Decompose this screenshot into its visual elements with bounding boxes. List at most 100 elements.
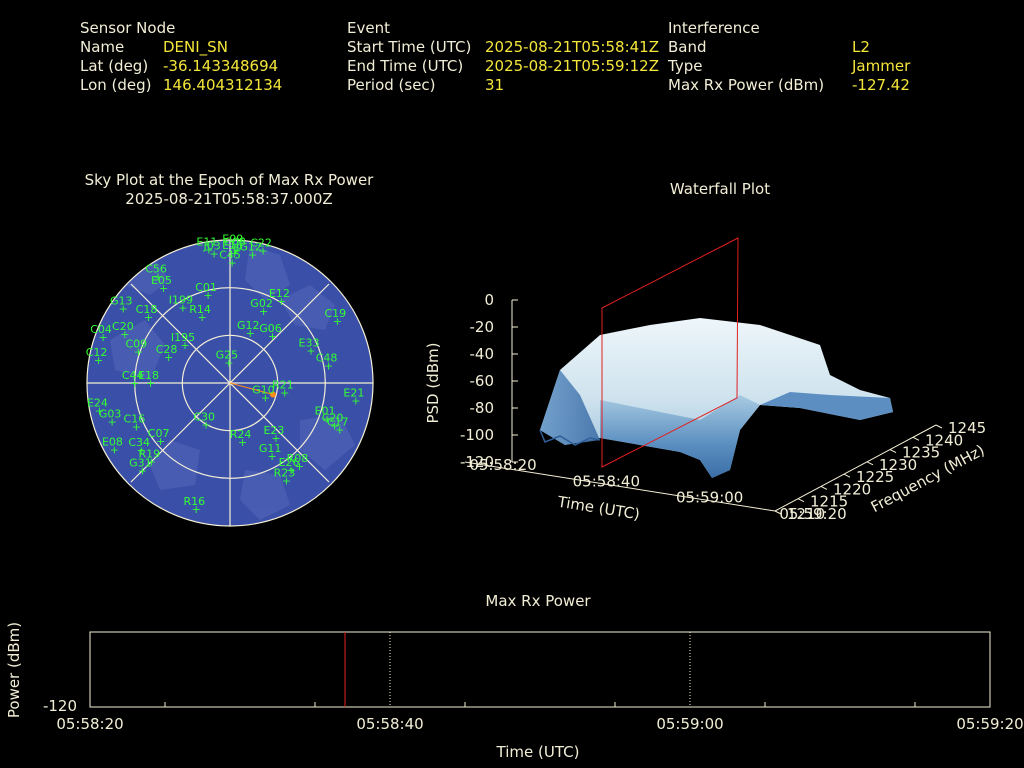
event-block: Event Start Time (UTC) 2025-08-21T05:58:4… bbox=[347, 19, 659, 95]
satellite-label: G31 bbox=[129, 457, 152, 470]
satellite-marker: + bbox=[271, 432, 280, 445]
satellite-marker: + bbox=[134, 345, 143, 358]
satellite-marker: + bbox=[333, 315, 342, 328]
interference-block: Interference Band L2 Type Jammer Max Rx Po… bbox=[668, 19, 910, 95]
satellite-r24: +R24 bbox=[230, 428, 252, 449]
satellite-marker: + bbox=[94, 354, 103, 367]
power-x-ticks: 05:58:20 05:58:40 05:59:00 05:59:20 bbox=[56, 715, 1023, 733]
satellite-r21: +R21 bbox=[272, 379, 294, 400]
interference-band-value: L2 bbox=[852, 38, 870, 56]
time-tick-label: 05:59:00 bbox=[676, 489, 743, 507]
satellite-marker: + bbox=[232, 244, 241, 257]
satellite-label: E16 bbox=[222, 239, 243, 252]
waterfall-zlabel: PSD (dBm) bbox=[424, 342, 442, 423]
satellite-label: R19 bbox=[139, 448, 161, 461]
satellite-g10: +G10 bbox=[252, 383, 275, 404]
interference-type-value: Jammer bbox=[852, 57, 911, 75]
satellite-marker: + bbox=[267, 450, 276, 463]
freq-tick-label: 1235 bbox=[902, 444, 940, 462]
satellite-marker: + bbox=[132, 421, 141, 434]
satellite-marker: + bbox=[144, 311, 153, 324]
satellite-marker: + bbox=[156, 435, 165, 448]
satellite-e23: +E23 bbox=[263, 424, 284, 445]
satellite-j03: +J03 bbox=[202, 240, 220, 261]
satellite-marker: + bbox=[197, 311, 206, 324]
sensor-lat-value: -36.143348694 bbox=[163, 57, 279, 75]
satellite-c09: +C09 bbox=[126, 337, 148, 358]
waterfall-axes bbox=[464, 300, 937, 512]
power-xlabel: Time (UTC) bbox=[496, 743, 580, 761]
satellite-c56: +C56 bbox=[145, 262, 167, 283]
satellite-marker: + bbox=[98, 331, 107, 344]
satellite-label: C16 bbox=[124, 413, 146, 426]
satellite-label: R23 bbox=[274, 467, 296, 480]
satellite-c07: +C07 bbox=[148, 427, 170, 448]
satellite-r14: +R14 bbox=[189, 303, 211, 324]
waterfall-z-ticks: 0 -20 -40 -60 -80 -100 -120 bbox=[460, 291, 518, 471]
satellite-marker: + bbox=[120, 328, 129, 341]
sky-plot-terrain bbox=[110, 245, 355, 520]
satellite-label: R24 bbox=[230, 428, 252, 441]
satellite-marker: + bbox=[203, 289, 212, 302]
satellite-marker: + bbox=[286, 464, 295, 477]
waterfall-ylabel: Frequency (MHz) bbox=[868, 441, 988, 516]
satellite-label: C09 bbox=[126, 337, 148, 350]
satellite-label: C17 bbox=[327, 416, 349, 429]
time-tick-label: 05:58:40 bbox=[573, 472, 640, 490]
satellite-g11: +G11 bbox=[259, 442, 282, 463]
event-end-value: 2025-08-21T05:59:12Z bbox=[485, 57, 659, 75]
satellite-marker: + bbox=[202, 418, 211, 431]
waterfall-title: Waterfall Plot bbox=[669, 180, 771, 198]
sky-plot-disk bbox=[87, 240, 373, 526]
satellite-e18: +E18 bbox=[138, 369, 159, 390]
sensor-name-value: DENI_SN bbox=[163, 38, 228, 56]
satellite-c44: +C44 bbox=[122, 369, 144, 390]
satellite-label: E01 bbox=[315, 404, 336, 417]
satellite-marker: + bbox=[130, 377, 139, 390]
satellite-i199: +I199 bbox=[169, 294, 193, 315]
satellite-label: J03 bbox=[202, 240, 220, 253]
power-y-tick: -120 bbox=[43, 697, 77, 715]
satellite-label: E09 bbox=[222, 232, 243, 245]
satellite-e33: +E33 bbox=[299, 336, 320, 357]
satellite-label: R08 bbox=[287, 452, 309, 465]
satellite-marker: + bbox=[192, 503, 201, 516]
z-tick-label: 0 bbox=[484, 291, 494, 309]
satellite-label: C08 bbox=[224, 236, 246, 249]
event-start-value: 2025-08-21T05:58:41Z bbox=[485, 38, 659, 56]
power-x-tick-label: 05:59:20 bbox=[956, 715, 1023, 733]
satellite-e05: +E05 bbox=[151, 274, 172, 295]
satellite-marker: + bbox=[159, 282, 168, 295]
waterfall-surface bbox=[539, 318, 893, 478]
satellite-label: C45 bbox=[219, 248, 241, 261]
satellite-markers: +E11 +E09+C22+C08+J03+E16+G12+C45+C56+E05… bbox=[86, 232, 365, 515]
satellite-label: C20 bbox=[322, 411, 344, 424]
satellite-e09: +E09 bbox=[222, 232, 243, 253]
time-tick-label: 05:59:20 bbox=[779, 505, 846, 523]
time-tick-label: 05:58:20 bbox=[469, 456, 536, 474]
satellite-g02: +G02 bbox=[250, 297, 273, 318]
satellite-label: C07 bbox=[148, 427, 170, 440]
satellite-marker: + bbox=[138, 465, 147, 478]
satellite-marker: + bbox=[280, 387, 289, 400]
sensor-lat-label: Lat (deg) bbox=[80, 57, 149, 75]
freq-tick-mark bbox=[843, 473, 851, 478]
satellite-e01: +E01 bbox=[315, 404, 336, 425]
satellite-label: I195 bbox=[171, 331, 195, 344]
satellite-marker: + bbox=[119, 302, 128, 315]
z-tick-label: -60 bbox=[470, 372, 495, 390]
satellite-marker: + bbox=[178, 302, 187, 315]
satellite-marker: + bbox=[230, 240, 239, 253]
power-ylabel: Power (dBm) bbox=[5, 622, 23, 718]
satellite-c01: +C01 bbox=[195, 281, 217, 302]
satellite-c28: +C28 bbox=[156, 343, 178, 364]
satellite-marker: + bbox=[95, 405, 104, 418]
satellite-c20b: +C20 bbox=[322, 411, 344, 432]
satellite-label: C48 bbox=[316, 352, 338, 365]
satellite-i195: +I195 bbox=[171, 331, 195, 352]
satellite-g03: +G03 bbox=[99, 407, 122, 428]
satellite-marker: + bbox=[137, 444, 146, 457]
